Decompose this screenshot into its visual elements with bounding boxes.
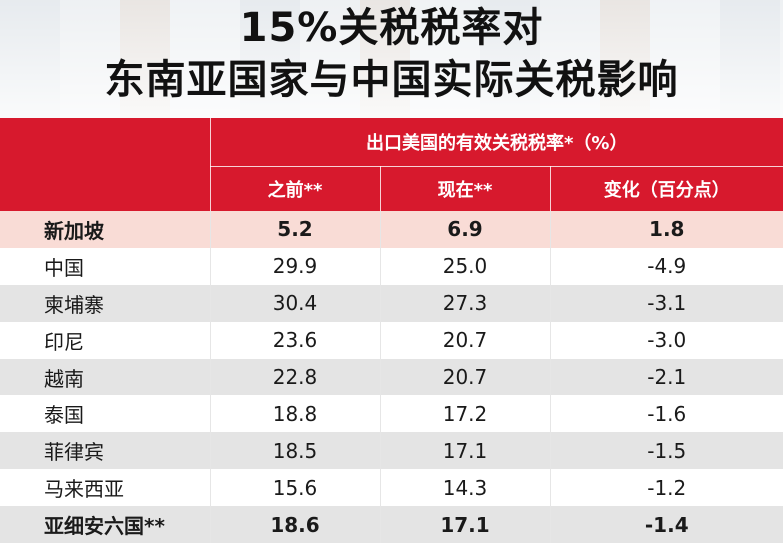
header-blank-cell [0, 118, 210, 167]
row-label: 印尼 [0, 321, 210, 359]
cell-change: -4.9 [549, 247, 783, 285]
table-row: 柬埔寨 30.4 27.3 -3.1 [0, 284, 783, 322]
title-line-2: 东南亚国家与中国实际关税影响 [104, 57, 679, 103]
cell-change: -3.0 [549, 321, 783, 359]
row-label: 中国 [0, 247, 210, 285]
cell-now: 6.9 [379, 211, 550, 248]
cell-change: -1.6 [549, 395, 783, 433]
row-label: 马来西亚 [0, 469, 210, 507]
row-label: 菲律宾 [0, 432, 210, 470]
cell-before: 22.8 [209, 358, 380, 396]
table-body: 新加坡 5.2 6.9 1.8 中国 29.9 25.0 -4.9 柬埔寨 30.4 27.3 -3.… [0, 211, 783, 543]
cell-before: 29.9 [209, 247, 380, 285]
cell-now: 17.1 [379, 506, 550, 543]
cell-now: 17.1 [379, 432, 550, 470]
cell-before: 18.5 [209, 432, 380, 470]
cell-change: -2.1 [549, 358, 783, 396]
cell-change: 1.8 [549, 211, 783, 248]
cell-before: 15.6 [209, 469, 380, 507]
cell-before: 23.6 [209, 321, 380, 359]
cell-now: 20.7 [379, 358, 550, 396]
cell-now: 25.0 [379, 247, 550, 285]
cell-before: 18.8 [209, 395, 380, 433]
row-label: 新加坡 [0, 211, 210, 248]
background-photo [0, 0, 783, 118]
title-line-1: 15%关税税率对 [239, 5, 544, 51]
cell-before: 30.4 [209, 284, 380, 322]
column-header-change: 变化（百分点） [549, 166, 783, 211]
cell-before: 5.2 [209, 211, 380, 248]
cell-now: 27.3 [379, 284, 550, 322]
row-label: 泰国 [0, 395, 210, 433]
header-row-group: 出口美国的有效关税税率*（%） [0, 118, 783, 167]
cell-change: -1.2 [549, 469, 783, 507]
header-blank-cell [0, 166, 210, 211]
tariff-table: 出口美国的有效关税税率*（%） 之前** 现在** 变化（百分点） 新加坡 5.2… [0, 118, 783, 543]
table-row: 亚细安六国** 18.6 17.1 -1.4 [0, 506, 783, 543]
table-row: 新加坡 5.2 6.9 1.8 [0, 211, 783, 248]
table-row: 越南 22.8 20.7 -2.1 [0, 358, 783, 396]
cell-change: -3.1 [549, 284, 783, 322]
cell-before: 18.6 [209, 506, 380, 543]
header-row-columns: 之前** 现在** 变化（百分点） [0, 166, 783, 211]
cell-change: -1.4 [549, 506, 783, 543]
row-label: 越南 [0, 358, 210, 396]
cell-now: 17.2 [379, 395, 550, 433]
row-label: 亚细安六国** [0, 506, 210, 543]
table-row: 中国 29.9 25.0 -4.9 [0, 247, 783, 285]
column-header-now: 现在** [379, 166, 550, 211]
table-row: 马来西亚 15.6 14.3 -1.2 [0, 469, 783, 507]
row-label: 柬埔寨 [0, 284, 210, 322]
cell-change: -1.5 [549, 432, 783, 470]
table-row: 印尼 23.6 20.7 -3.0 [0, 321, 783, 359]
cell-now: 20.7 [379, 321, 550, 359]
group-header: 出口美国的有效关税税率*（%） [209, 118, 783, 167]
table-row: 泰国 18.8 17.2 -1.6 [0, 395, 783, 433]
chart-title: 15%关税税率对 东南亚国家与中国实际关税影响 [0, 2, 783, 106]
column-header-before: 之前** [209, 166, 380, 211]
table-row: 菲律宾 18.5 17.1 -1.5 [0, 432, 783, 470]
cell-now: 14.3 [379, 469, 550, 507]
